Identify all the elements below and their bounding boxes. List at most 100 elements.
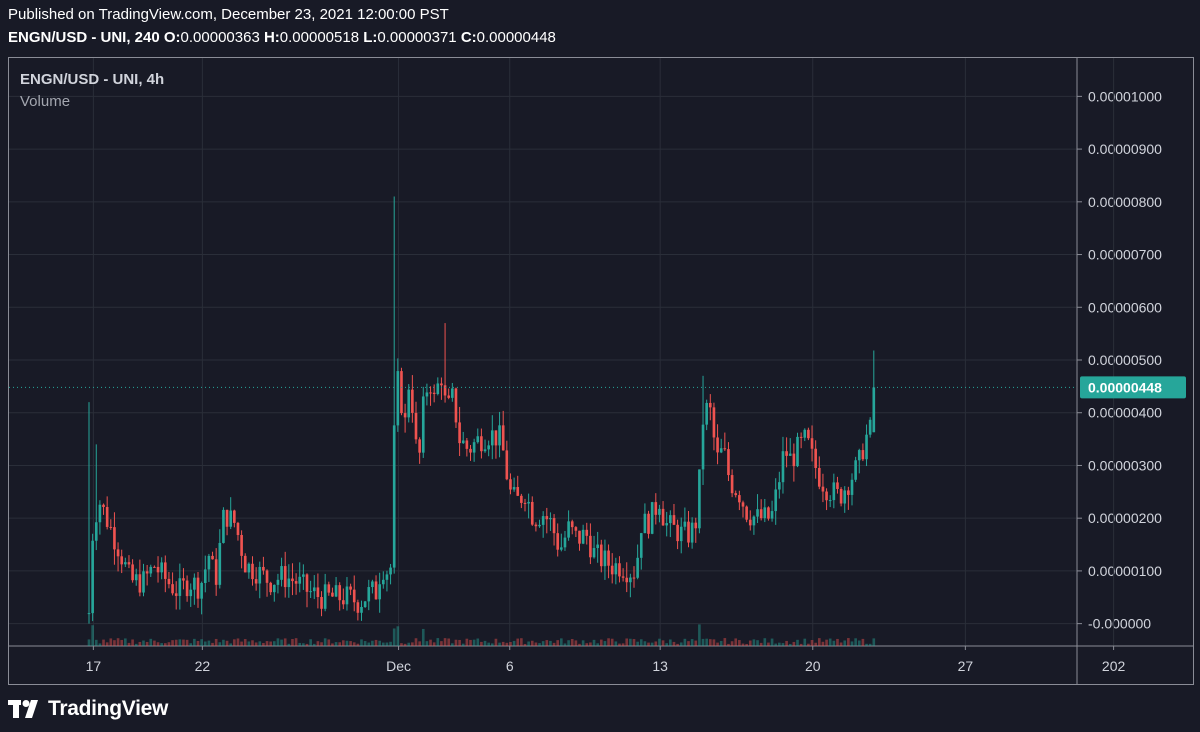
volume-bar <box>200 639 203 646</box>
volume-bar <box>414 638 418 646</box>
volume-bar <box>730 641 734 646</box>
candle-body <box>748 519 752 526</box>
volume-bar <box>799 643 803 646</box>
volume-bar <box>222 639 225 646</box>
volume-bar <box>94 639 98 646</box>
candle-body <box>719 448 723 453</box>
candle-body <box>291 578 294 582</box>
volume-bar <box>570 639 574 646</box>
volume-bar <box>196 640 200 646</box>
volume-bar <box>817 638 821 646</box>
candle-body <box>712 407 716 438</box>
volume-bar <box>363 641 367 646</box>
volume-bar <box>857 640 861 646</box>
candlestick-chart[interactable]: 0.00001000 0.00000900 0.00000800 0.00000700… <box>9 58 1194 685</box>
volume-bar <box>618 643 621 646</box>
volume-bar <box>698 624 701 646</box>
volume-bar <box>272 641 276 646</box>
candle-body <box>392 425 396 568</box>
candle-body <box>124 562 127 565</box>
candle-body <box>400 371 403 414</box>
candle-body <box>857 450 861 461</box>
volume-bar <box>599 639 603 646</box>
candle-body <box>247 563 251 573</box>
candle-body <box>639 533 643 558</box>
high-value: 0.00000518 <box>279 29 360 46</box>
legend-volume[interactable]: Volume <box>20 93 71 110</box>
candle-body <box>618 563 621 577</box>
volume-bar <box>614 641 618 646</box>
volume-bar <box>287 643 291 646</box>
candle-body <box>160 562 163 573</box>
volume-bar <box>643 641 647 646</box>
volume-bar <box>407 642 411 646</box>
volume-bar <box>291 639 294 646</box>
legend-symbol[interactable]: ENGN/USD - UNI, 4h <box>20 71 165 88</box>
volume-bar <box>174 639 178 646</box>
last-price-badge <box>1080 376 1186 399</box>
volume-bar <box>443 638 447 646</box>
volume-bar <box>690 639 694 646</box>
candle-body <box>665 523 669 526</box>
candle-body <box>839 488 843 504</box>
candle-body <box>91 540 94 614</box>
candle-body <box>534 524 538 527</box>
volume-bar <box>254 642 258 646</box>
volume-bar <box>589 642 592 646</box>
volume-bar <box>796 639 799 646</box>
candle-body <box>799 436 803 438</box>
candle-body <box>847 490 850 495</box>
volume-bar <box>741 643 745 646</box>
candle-body <box>345 586 349 605</box>
volume-bar <box>472 639 476 646</box>
volume-bar <box>872 638 876 646</box>
volume-bar <box>774 643 778 646</box>
volume-bar <box>167 642 171 646</box>
volume-bar <box>193 638 196 646</box>
volume-bar <box>494 638 498 646</box>
volume-bar <box>836 638 839 646</box>
volume-bar <box>102 639 105 646</box>
candle-body <box>636 557 639 578</box>
volume-bar <box>854 638 857 646</box>
y-tick-label: 0.00000800 <box>1088 194 1162 210</box>
candle-body <box>607 550 610 566</box>
tradingview-logo[interactable]: TradingView <box>8 697 168 721</box>
candle-body <box>538 524 541 527</box>
candle-body <box>381 579 385 585</box>
volume-bar <box>385 642 389 646</box>
candle-body <box>687 521 690 543</box>
candle-body <box>454 388 458 423</box>
volume-bar <box>421 628 425 646</box>
candle-body <box>265 570 269 583</box>
volume-bar <box>687 641 690 646</box>
volume-bar <box>639 639 643 646</box>
volume-bar <box>116 638 120 646</box>
candle-body <box>778 482 781 490</box>
candle-body <box>828 500 832 502</box>
candle-body <box>94 522 98 541</box>
volume-bar <box>487 642 490 646</box>
candle-body <box>407 389 411 418</box>
candle-body <box>570 521 574 528</box>
chart-frame[interactable]: 0.00001000 0.00000900 0.00000800 0.00000700… <box>8 57 1194 685</box>
volume-bar <box>596 643 599 646</box>
volume-bar <box>716 642 719 646</box>
y-tick-label: -0.000000 <box>1088 616 1151 632</box>
volume-bar <box>211 642 214 646</box>
candle-body <box>578 530 581 544</box>
volume-bar <box>810 639 814 646</box>
volume-bar <box>349 641 352 646</box>
volume-bar <box>679 642 683 646</box>
volume-bar <box>389 641 392 646</box>
volume-bar <box>360 639 363 646</box>
volume-bar <box>556 640 560 646</box>
candle-body <box>752 516 756 526</box>
volume-bar <box>745 643 748 646</box>
candle-body <box>113 527 116 550</box>
candle-body <box>669 515 672 524</box>
candle-body <box>193 577 196 590</box>
candle-body <box>262 566 265 571</box>
candle-body <box>610 565 614 575</box>
candle-body <box>698 469 701 529</box>
